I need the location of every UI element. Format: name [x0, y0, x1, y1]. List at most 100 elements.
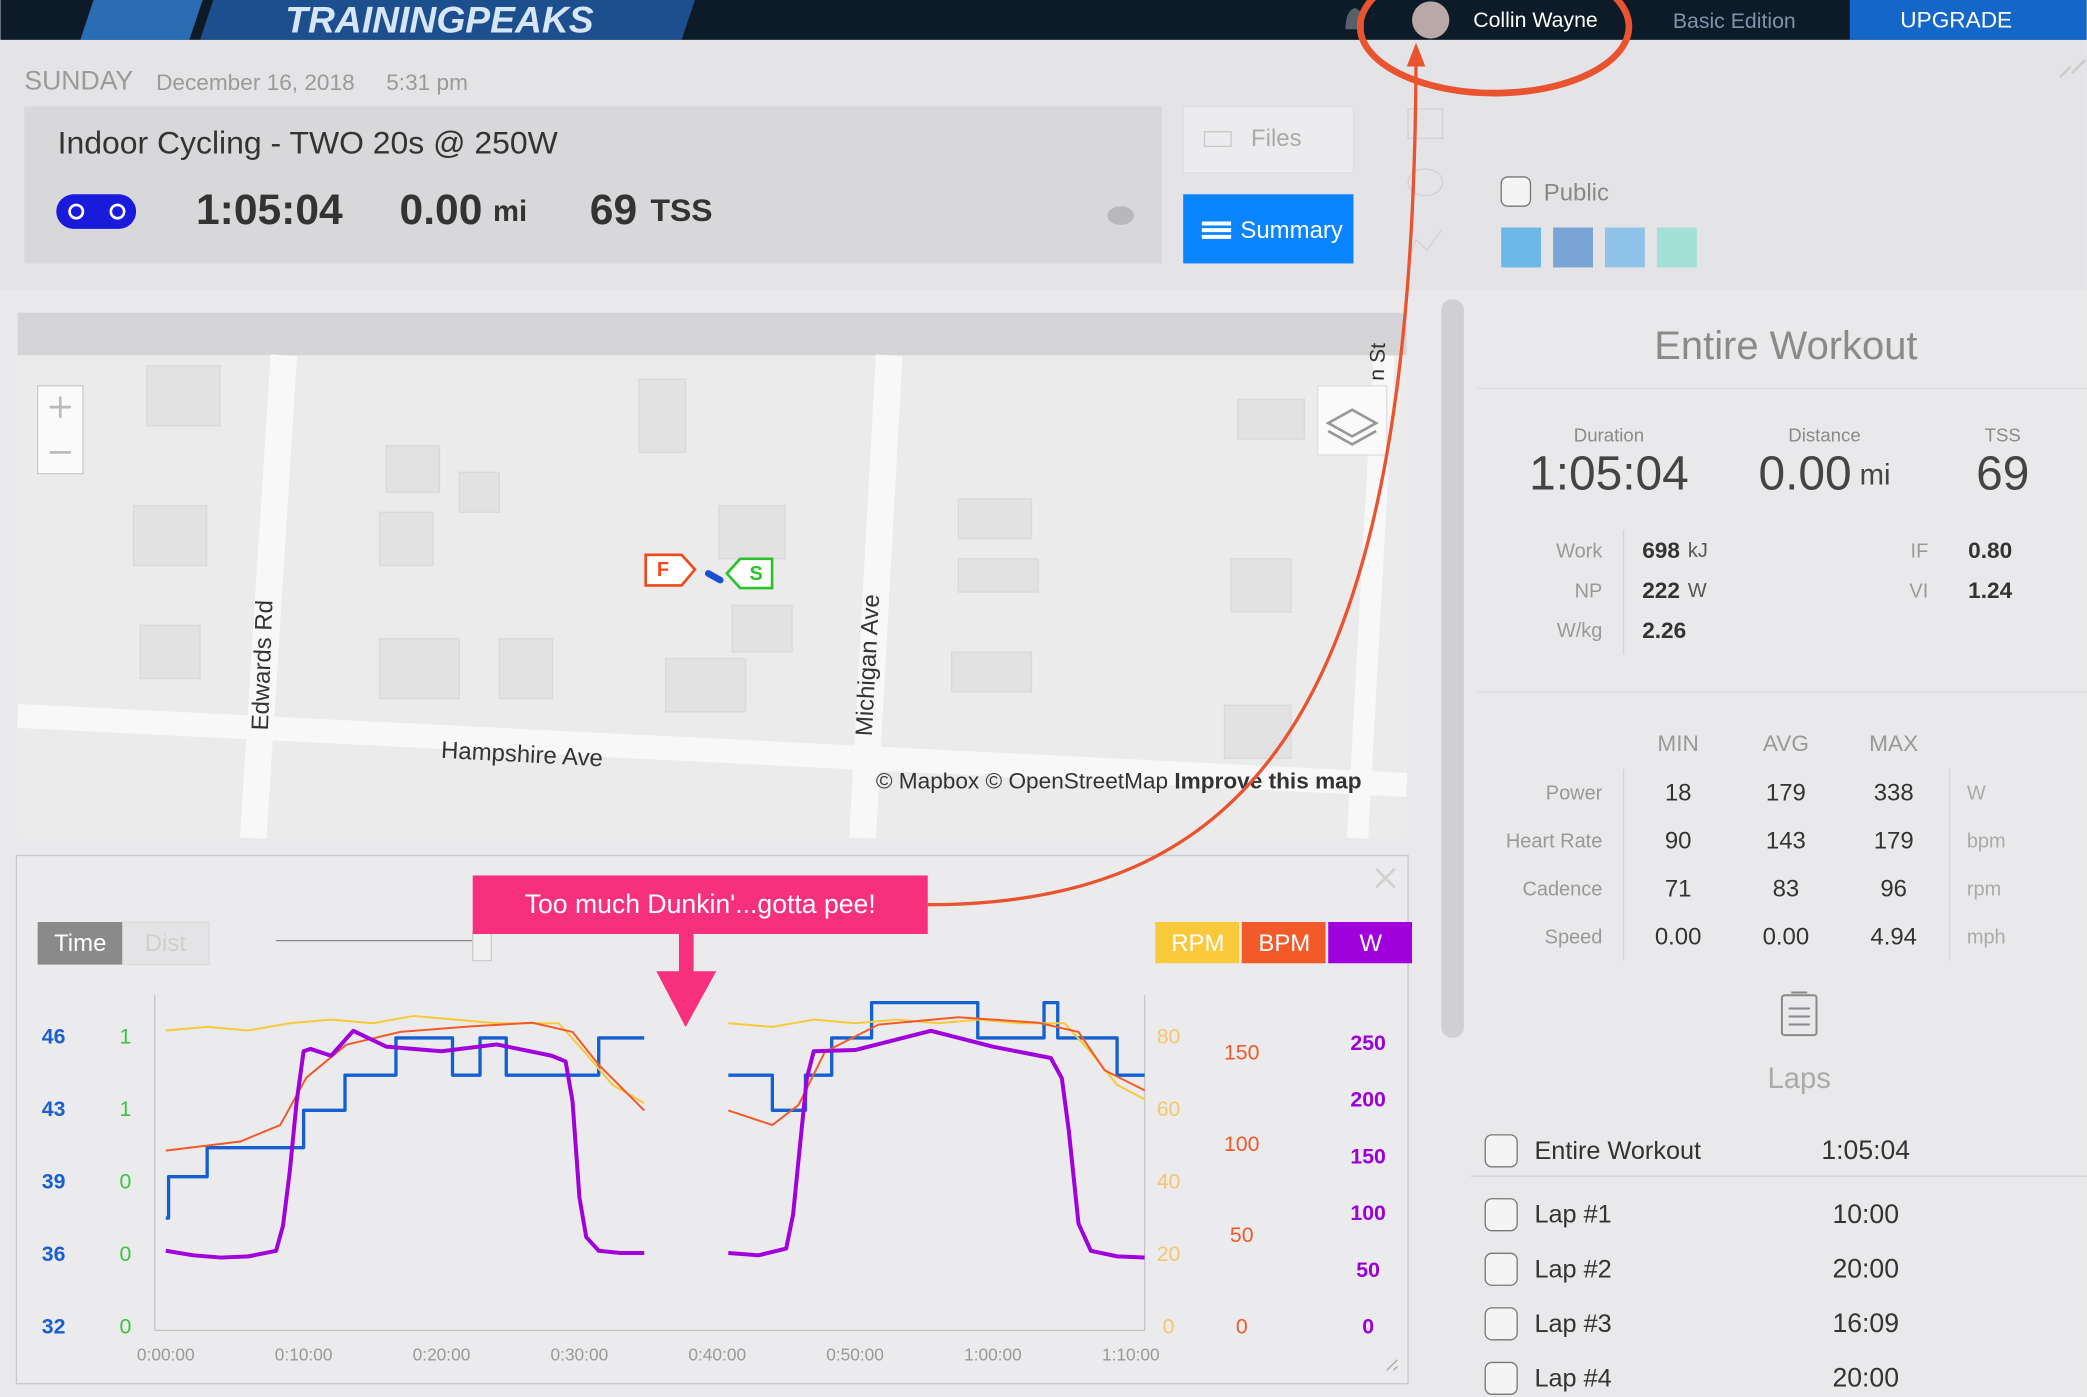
cell: 179: [1874, 828, 1914, 855]
legend-label[interactable]: RPM: [1171, 930, 1224, 957]
dist-toggle[interactable]: [122, 921, 210, 966]
expand-icon[interactable]: [2059, 58, 2087, 79]
building: [378, 637, 461, 700]
row-unit: rpm: [1967, 878, 2001, 900]
summary-label[interactable]: Summary: [1240, 217, 1342, 244]
y2-tick-label: 0: [120, 1315, 132, 1339]
time-toggle-label[interactable]: Time: [54, 930, 106, 957]
lap-time: 16:09: [1832, 1308, 1899, 1338]
legend-button[interactable]: [1155, 922, 1240, 964]
public-checkbox[interactable]: [1500, 176, 1532, 207]
email-button[interactable]: [1656, 227, 1697, 268]
x-tick-label: 1:00:00: [964, 1344, 1022, 1364]
lap-checkbox[interactable]: [1484, 1252, 1518, 1286]
building: [951, 651, 1033, 693]
y-tick-label: 43: [42, 1097, 66, 1121]
y-tick-label: 46: [42, 1024, 66, 1048]
x-tick-label: 0:40:00: [688, 1344, 746, 1364]
improve-link[interactable]: Improve this map: [1174, 768, 1361, 793]
legend-label[interactable]: BPM: [1258, 930, 1310, 957]
time-toggle[interactable]: [37, 922, 123, 965]
side-icon[interactable]: [1407, 168, 1444, 197]
stat-value: 1:05:04: [1529, 447, 1689, 500]
x-tick-label: 0:30:00: [551, 1344, 609, 1364]
close-icon[interactable]: [1375, 867, 1396, 889]
distance: 0.00 mi: [400, 186, 528, 234]
files-icon: [1203, 131, 1232, 148]
metric-number: 0.80: [1968, 538, 2012, 563]
start-label: S: [749, 563, 762, 585]
finish-marker[interactable]: [644, 553, 697, 587]
lap-checkbox[interactable]: [1484, 1307, 1518, 1341]
legend-button[interactable]: [1241, 922, 1326, 964]
row-label: Speed: [1545, 926, 1603, 948]
bike-icon: [56, 194, 137, 229]
twitter-button[interactable]: [1501, 227, 1542, 268]
x-tick-label: 0:20:00: [413, 1344, 471, 1364]
lap-time: 10:00: [1832, 1199, 1899, 1229]
metric-value: 0.80: [1968, 538, 2012, 563]
stat-unit: mi: [1860, 459, 1891, 491]
legend-label[interactable]: W: [1360, 930, 1383, 957]
road: [239, 354, 298, 840]
lap-time: 20:00: [1832, 1363, 1899, 1393]
building: [458, 471, 501, 513]
time: 5:31 pm: [386, 70, 468, 95]
scrollbar[interactable]: [1441, 299, 1464, 1038]
column-header: AVG: [1763, 731, 1809, 756]
building: [139, 624, 201, 680]
link-button[interactable]: [1604, 227, 1645, 268]
files-button[interactable]: [1182, 105, 1355, 174]
cell: 83: [1773, 875, 1800, 902]
stat-value: 0.00 mi: [1758, 447, 1890, 500]
y-tick-label: 39: [42, 1169, 66, 1193]
upgrade-label[interactable]: UPGRADE: [1900, 7, 2012, 32]
building: [731, 604, 793, 653]
row-label: Heart Rate: [1506, 830, 1602, 852]
bike-icon: [68, 203, 85, 220]
building: [385, 445, 441, 493]
stat-label: Distance: [1788, 424, 1860, 445]
laps-icon: [1788, 991, 1810, 1026]
y2-tick-label: 0: [120, 1242, 132, 1266]
lap-checkbox[interactable]: [1484, 1198, 1518, 1232]
start-marker[interactable]: [725, 557, 774, 590]
street-label: n St: [1365, 342, 1390, 381]
slider-handle[interactable]: [472, 930, 493, 962]
dist-toggle-label[interactable]: Dist: [145, 930, 187, 957]
cell: 18: [1665, 780, 1692, 807]
x-tick-label: 1:10:00: [1102, 1344, 1160, 1364]
stat-number: 1:05:04: [1529, 447, 1689, 500]
files-label[interactable]: Files: [1251, 125, 1302, 152]
stat-label: TSS: [1985, 424, 2021, 445]
upgrade-button[interactable]: [1849, 0, 2087, 40]
summary-icon: [1201, 221, 1232, 239]
duration: 1:05:04: [196, 186, 343, 234]
metric-number: 1.24: [1968, 578, 2012, 603]
lap-checkbox[interactable]: [1484, 1361, 1518, 1396]
finish-label: F: [657, 559, 669, 581]
y-tick-label: 32: [42, 1314, 66, 1338]
metric-value: 222 W: [1642, 578, 1707, 603]
y4-tick-label: 50: [1230, 1223, 1254, 1247]
building: [957, 558, 1039, 593]
resize-icon[interactable]: [1386, 1359, 1398, 1371]
lap-checkbox[interactable]: [1484, 1134, 1518, 1168]
cell: 96: [1880, 875, 1907, 902]
lap-name: Lap #4: [1534, 1364, 1611, 1392]
building: [638, 378, 687, 454]
user-name[interactable]: Collin Wayne: [1473, 8, 1598, 32]
y4-tick-label: 0: [1236, 1314, 1248, 1338]
legend-button[interactable]: [1328, 922, 1413, 964]
side-icon[interactable]: [1407, 228, 1444, 262]
facebook-button[interactable]: [1553, 227, 1593, 268]
comment-icon[interactable]: [1107, 206, 1134, 225]
avatar[interactable]: [1412, 1, 1450, 39]
logo[interactable]: TRAININGPEAKS: [285, 0, 594, 40]
building: [1223, 704, 1292, 760]
plot: 32 36 39 43 46 0 0 0 1 1 0 20 40 60 80 0 50 100 150 0 50 100 1…: [42, 922, 1413, 1364]
annotation-arrow: [656, 971, 717, 1028]
side-icon[interactable]: [1407, 108, 1444, 140]
y2-tick-label: 1: [120, 1097, 132, 1121]
metric-number: 222: [1642, 578, 1680, 603]
